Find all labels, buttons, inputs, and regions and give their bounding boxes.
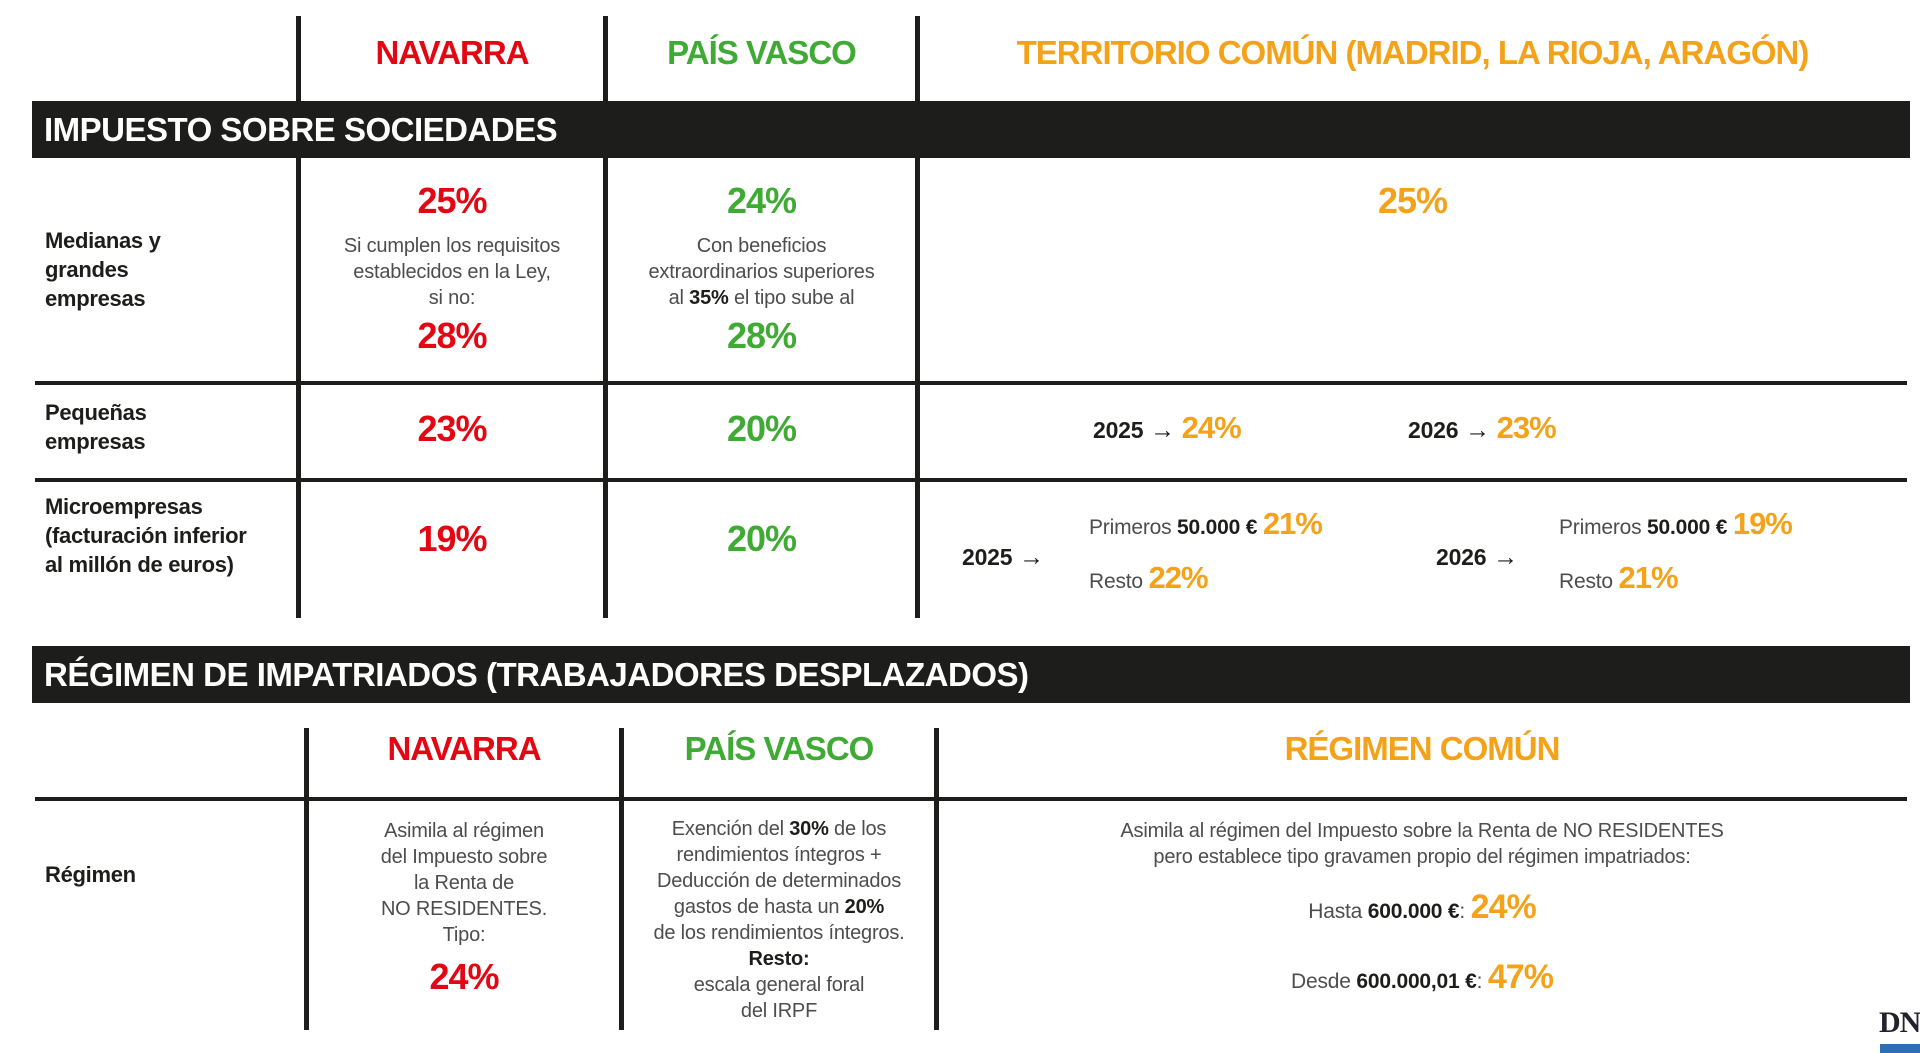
row1-vasco-note: Con beneficios extraordinarios superiore… — [608, 233, 915, 311]
table1-header-navarra: NAVARRA — [375, 34, 529, 71]
row1-navarra-rate-alt: 28% — [417, 315, 487, 356]
row2-navarra-rate: 23% — [417, 408, 487, 449]
regimen-row-label: Régimen — [45, 862, 136, 887]
row3-2026-resto-rate: 21% — [1618, 560, 1679, 595]
regimen-vasco-bold2: 20% — [844, 896, 885, 918]
row3-2025-resto-rate: 22% — [1148, 560, 1209, 595]
hasta-amount: 600.000 € — [1367, 900, 1460, 923]
row3-2026-resto-label: Resto — [1559, 570, 1619, 593]
section1-title-bar: IMPUESTO SOBRE SOCIEDADES — [32, 101, 1910, 158]
row3-2026-primeros-label: Primeros — [1559, 516, 1648, 539]
row1-vasco-note-part2: el tipo sube al — [728, 287, 855, 309]
table1-divider-right — [915, 16, 920, 618]
regimen-vasco-part4: escala general foral del IRPF — [693, 974, 865, 1022]
table1-row-divider-1 — [35, 381, 1907, 385]
table1-row-divider-2 — [35, 478, 1907, 482]
section2-title-bar: RÉGIMEN DE IMPATRIADOS (TRABAJADORES DES… — [32, 646, 1910, 703]
table2-divider-left — [304, 728, 309, 1030]
table2-header-regimen-comun: RÉGIMEN COMÚN — [1284, 730, 1561, 767]
table1-header-territorio-comun: TERRITORIO COMÚN (MADRID, LA RIOJA, ARAG… — [1016, 34, 1810, 71]
regimen-vasco-bold3: Resto: — [748, 948, 810, 970]
row2-arrow-2025-icon: → — [1143, 416, 1182, 444]
row2-comun-2026: 2026 → 23% — [1408, 410, 1557, 446]
row3-2025-resto-label: Resto — [1089, 570, 1149, 593]
section2-title: RÉGIMEN DE IMPATRIADOS (TRABAJADORES DES… — [44, 655, 1029, 693]
regimen-vasco-text: Exención del 30% de los rendimientos ínt… — [624, 816, 934, 1024]
section1-title: IMPUESTO SOBRE SOCIEDADES — [44, 110, 558, 148]
table2-header-navarra: NAVARRA — [387, 730, 541, 767]
row2-rate-2025: 24% — [1181, 410, 1242, 445]
row1-vasco-rate-alt: 28% — [726, 315, 797, 356]
row1-vasco-note-part1: Con beneficios extraordinarios superiore… — [648, 235, 875, 309]
row2-rate-2026: 23% — [1496, 410, 1557, 445]
row3-year-2025: 2025 — [962, 544, 1013, 570]
regimen-comun-desde-line: Desde 600.000,01 €: 47% — [939, 958, 1905, 997]
row2-comun-2025: 2025 → 24% — [1093, 410, 1242, 446]
row3-comun-2026-line2: Resto 21% — [1559, 560, 1679, 596]
regimen-vasco-bold1: 30% — [789, 818, 829, 840]
hasta-label: Hasta — [1308, 900, 1368, 923]
table2-header-pais-vasco: PAÍS VASCO — [684, 730, 875, 767]
row2-year-2025: 2025 — [1093, 417, 1144, 443]
row3-comun-2026-year: 2026 → — [1436, 543, 1525, 572]
row3-arrow-2026-icon: → — [1486, 543, 1525, 571]
regimen-comun-intro: Asimila al régimen del Impuesto sobre la… — [1120, 820, 1724, 868]
row2-arrow-2026-icon: → — [1458, 416, 1497, 444]
row3-arrow-2025-icon: → — [1012, 543, 1051, 571]
row1-comun-rate: 25% — [1377, 180, 1448, 221]
row3-navarra-rate: 19% — [417, 518, 487, 559]
row1-vasco-note-bold: 35% — [689, 287, 729, 309]
row3-comun-2025-year: 2025 → — [962, 543, 1051, 572]
dn-newspaper-logo: DN — [1879, 1006, 1920, 1039]
regimen-vasco-part3: de los rendimientos íntegros. — [653, 922, 905, 944]
regimen-navarra-text: Asimila al régimen del Impuesto sobre la… — [380, 820, 548, 946]
row3-2026-primeros-amount: 50.000 € — [1647, 516, 1733, 539]
table2-divider-right — [934, 728, 939, 1030]
regimen-vasco-part2: de los rendimientos íntegros + Deducción… — [656, 818, 902, 918]
row2-label: Pequeñas empresas — [45, 400, 147, 454]
regimen-vasco-part1: Exención del — [671, 818, 790, 840]
table2-divider-middle — [619, 728, 624, 1030]
row3-comun-2026-line1: Primeros 50.000 € 19% — [1559, 506, 1793, 542]
row1-navarra-rate-main: 25% — [417, 180, 487, 221]
hasta-rate: 24% — [1470, 888, 1537, 926]
regimen-comun-hasta-line: Hasta 600.000 €: 24% — [939, 888, 1905, 927]
row3-2025-primeros-amount: 50.000 € — [1177, 516, 1263, 539]
row3-vasco-rate: 20% — [726, 518, 797, 559]
desde-colon: : — [1476, 970, 1488, 993]
table1-divider-left — [296, 16, 301, 618]
row3-2025-primeros-label: Primeros — [1089, 516, 1178, 539]
row3-label: Microempresas (facturación inferior al m… — [45, 494, 247, 577]
regimen-navarra-rate: 24% — [429, 956, 499, 997]
desde-amount: 600.000,01 € — [1356, 970, 1477, 993]
row1-vasco-rate-main: 24% — [726, 180, 797, 221]
row3-comun-2025-line1: Primeros 50.000 € 21% — [1089, 506, 1323, 542]
row2-vasco-rate: 20% — [726, 408, 797, 449]
desde-label: Desde — [1291, 970, 1357, 993]
row3-comun-2025-line2: Resto 22% — [1089, 560, 1209, 596]
row1-label: Medianas y grandes empresas — [45, 228, 161, 311]
dn-logo-blue-bar — [1880, 1044, 1920, 1053]
row3-year-2026: 2026 — [1436, 544, 1487, 570]
table2-header-divider — [35, 797, 1907, 801]
row3-2026-primeros-rate: 19% — [1732, 506, 1793, 541]
desde-rate: 47% — [1487, 958, 1554, 996]
row3-2025-primeros-rate: 21% — [1262, 506, 1323, 541]
table1-divider-middle — [603, 16, 608, 618]
hasta-colon: : — [1459, 900, 1471, 923]
row2-year-2026: 2026 — [1408, 417, 1459, 443]
row1-navarra-note: Si cumplen los requisitos establecidos e… — [343, 235, 561, 309]
table1-header-pais-vasco: PAÍS VASCO — [667, 34, 857, 71]
